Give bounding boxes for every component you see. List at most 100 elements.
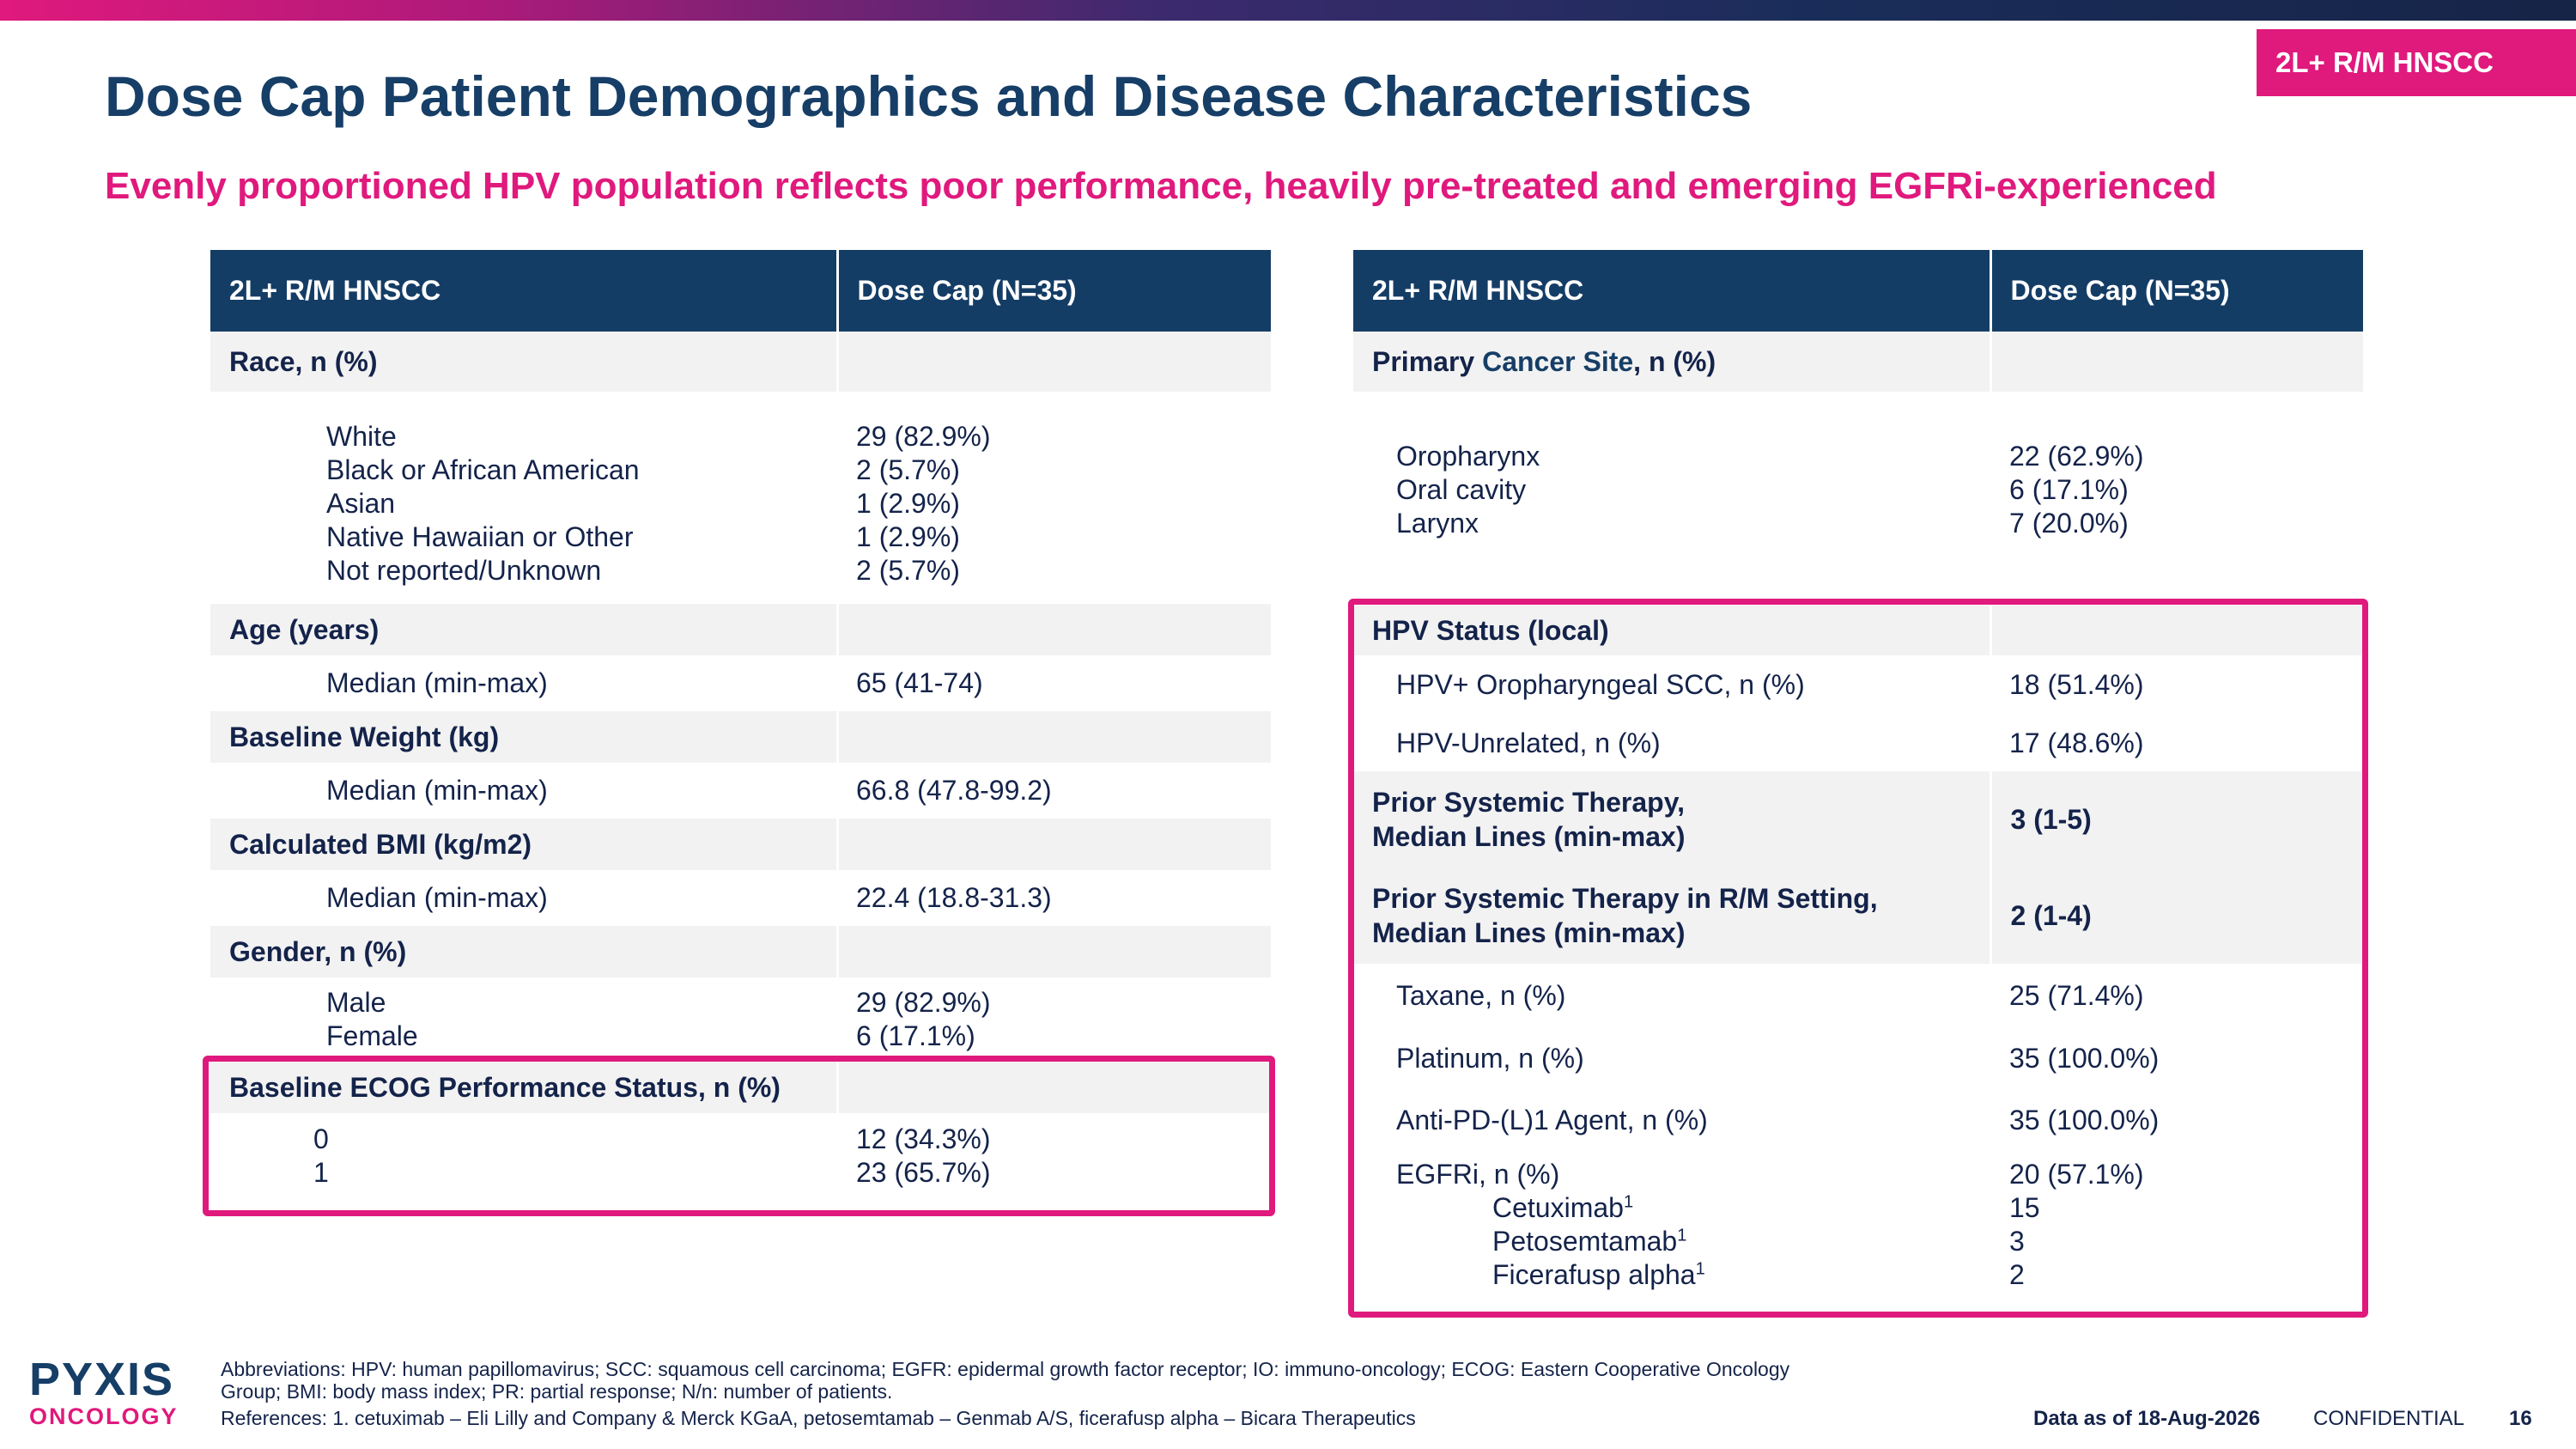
agent-value: 3: [2009, 1226, 2025, 1257]
top-gradient-bar: [0, 0, 2576, 21]
table-header-row: 2L+ R/M HNSCC Dose Cap (N=35): [210, 250, 1271, 332]
section-row-age: Age (years): [210, 604, 1271, 655]
row-value: 29 (82.9%): [856, 421, 991, 452]
abbreviations-line-1: Abbreviations: HPV: human papillomavirus…: [221, 1358, 1790, 1380]
column-header: 2L+ R/M HNSCC: [1353, 250, 1992, 332]
column-header: 2L+ R/M HNSCC: [210, 250, 839, 332]
row-label: Oral cavity: [1396, 474, 1527, 505]
row-value: 25 (71.4%): [2009, 979, 2144, 1011]
section-label: Baseline Weight (kg): [210, 711, 839, 763]
section-value: 3 (1-5): [1990, 771, 2363, 868]
row-label: 1: [313, 1157, 329, 1188]
section-row-hpv: HPV Status (local): [1353, 606, 2363, 655]
section-label-prefix: Primary: [1372, 345, 1483, 377]
row-value: 7 (20.0%): [2009, 508, 2129, 539]
row-label: Median (min-max): [326, 775, 548, 806]
section-label: Prior Systemic Therapy,: [1372, 787, 1685, 818]
row-label: Median (min-max): [326, 667, 548, 698]
table-row: Male Female 29 (82.9%) 6 (17.1%): [210, 977, 1271, 1062]
section-label: Race, n (%): [210, 332, 839, 392]
section-row-race: Race, n (%): [210, 332, 1271, 392]
row-label: EGFRi, n (%): [1396, 1159, 1560, 1190]
agent-label: Petosemtamab1: [1492, 1226, 1687, 1257]
table-row: HPV-Unrelated, n (%) 17 (48.6%): [1353, 715, 2363, 771]
section-label: Baseline ECOG Performance Status, n (%): [210, 1062, 839, 1113]
row-value: 18 (51.4%): [2009, 669, 2144, 700]
page-number: 16: [2509, 1407, 2532, 1430]
section-label: Median Lines (min-max): [1372, 821, 1686, 852]
agent-label: Cetuximab1: [1492, 1192, 1634, 1223]
table-row: Median (min-max) 65 (41-74): [210, 655, 1271, 711]
section-row-prior-rm: Prior Systemic Therapy in R/M Setting, M…: [1353, 868, 2363, 964]
row-value: 35 (100.0%): [2009, 1104, 2160, 1135]
section-label: Gender, n (%): [210, 926, 839, 977]
references-line: References: 1. cetuximab – Eli Lilly and…: [221, 1407, 1416, 1429]
table-row: 0 1 12 (34.3%) 23 (65.7%): [210, 1113, 1271, 1199]
section-label-suffix: , n (%): [1633, 345, 1716, 377]
slide-subtitle: Evenly proportioned HPV population refle…: [105, 165, 2217, 207]
row-value: 35 (100.0%): [2009, 1042, 2160, 1074]
section-label: Median Lines (min-max): [1372, 917, 1686, 948]
section-value: 2 (1-4): [1990, 868, 2363, 964]
row-value: 2 (5.7%): [856, 454, 960, 485]
row-value: 22 (62.9%): [2009, 441, 2144, 472]
section-row-primary-site: Primary Cancer Site, n (%): [1353, 332, 2363, 392]
row-label: 0: [313, 1123, 329, 1154]
section-label: Calculated BMI (kg/m2): [210, 819, 839, 870]
row-value: 20 (57.1%): [2009, 1159, 2144, 1190]
table-row: Median (min-max) 66.8 (47.8-99.2): [210, 763, 1271, 819]
table-row: Platinum, n (%) 35 (100.0%): [1353, 1027, 2363, 1089]
row-label: Female: [326, 1020, 418, 1051]
row-value: 2 (5.7%): [856, 555, 960, 586]
row-value: 29 (82.9%): [856, 987, 991, 1018]
agent-value: 2: [2009, 1259, 2025, 1290]
row-value: 1 (2.9%): [856, 521, 960, 552]
table-row: Anti-PD-(L)1 Agent, n (%) 35 (100.0%): [1353, 1089, 2363, 1151]
section-row-weight: Baseline Weight (kg): [210, 711, 1271, 763]
row-label: White: [326, 421, 397, 452]
row-label: Black or African American: [326, 454, 640, 485]
row-value: 17 (48.6%): [2009, 727, 2144, 758]
agent-label: Ficerafusp alpha1: [1492, 1259, 1705, 1290]
logo-wordmark: PYXIS: [29, 1354, 175, 1405]
confidential-label: CONFIDENTIAL: [2313, 1407, 2465, 1430]
table-row: HPV+ Oropharyngeal SCC, n (%) 18 (51.4%): [1353, 655, 2363, 715]
column-header: Dose Cap (N=35): [837, 250, 1271, 332]
row-label: Anti-PD-(L)1 Agent, n (%): [1396, 1104, 1708, 1135]
row-value: 6 (17.1%): [856, 1020, 975, 1051]
row-label: Oropharynx: [1396, 441, 1540, 472]
section-tag-label: 2L+ R/M HNSCC: [2275, 46, 2494, 78]
row-value: 6 (17.1%): [2009, 474, 2129, 505]
section-label: Age (years): [210, 604, 839, 655]
row-label: Not reported/Unknown: [326, 555, 602, 586]
row-label: Male: [326, 987, 386, 1018]
section-row-prior-systemic: Prior Systemic Therapy, Median Lines (mi…: [1353, 771, 2363, 868]
row-value: 65 (41-74): [856, 667, 983, 698]
row-value: 12 (34.3%): [856, 1123, 991, 1154]
section-row-bmi: Calculated BMI (kg/m2): [210, 819, 1271, 870]
row-label: HPV+ Oropharyngeal SCC, n (%): [1396, 669, 1805, 700]
table-row: White Black or African American Asian Na…: [210, 392, 1271, 604]
section-row-gender: Gender, n (%): [210, 926, 1271, 977]
table-row: Median (min-max) 22.4 (18.8-31.3): [210, 870, 1271, 926]
section-label-highlight: Cancer Site: [1482, 345, 1634, 377]
column-header: Dose Cap (N=35): [1990, 250, 2363, 332]
abbreviations-line-2: Group; BMI: body mass index; PR: partial…: [221, 1380, 893, 1403]
row-label: HPV-Unrelated, n (%): [1396, 727, 1661, 758]
section-tag: 2L+ R/M HNSCC: [2257, 29, 2576, 96]
table-row-egfri: EGFRi, n (%) Cetuximab1 Petosemtamab1 Fi…: [1353, 1151, 2363, 1297]
logo-subtext: ONCOLOGY: [29, 1403, 179, 1429]
demographics-table: 2L+ R/M HNSCC Dose Cap (N=35) Race, n (%…: [210, 250, 1271, 1199]
row-label: Median (min-max): [326, 882, 548, 913]
section-label: Prior Systemic Therapy in R/M Setting,: [1372, 883, 1878, 914]
data-as-of: Data as of 18-Aug-2026: [2033, 1407, 2261, 1430]
pyxis-oncology-logo: PYXIS ONCOLOGY: [29, 1355, 201, 1433]
row-value: 1 (2.9%): [856, 488, 960, 519]
row-label: Native Hawaiian or Other: [326, 521, 634, 552]
section-label: Primary Cancer Site, n (%): [1353, 332, 1992, 392]
disease-characteristics-table: 2L+ R/M HNSCC Dose Cap (N=35) Primary Ca…: [1353, 250, 2363, 1297]
row-value: 22.4 (18.8-31.3): [856, 882, 1052, 913]
section-label: HPV Status (local): [1353, 606, 1992, 655]
row-value: 66.8 (47.8-99.2): [856, 775, 1052, 806]
table-row: Oropharynx Oral cavity Larynx 22 (62.9%)…: [1353, 392, 2363, 606]
